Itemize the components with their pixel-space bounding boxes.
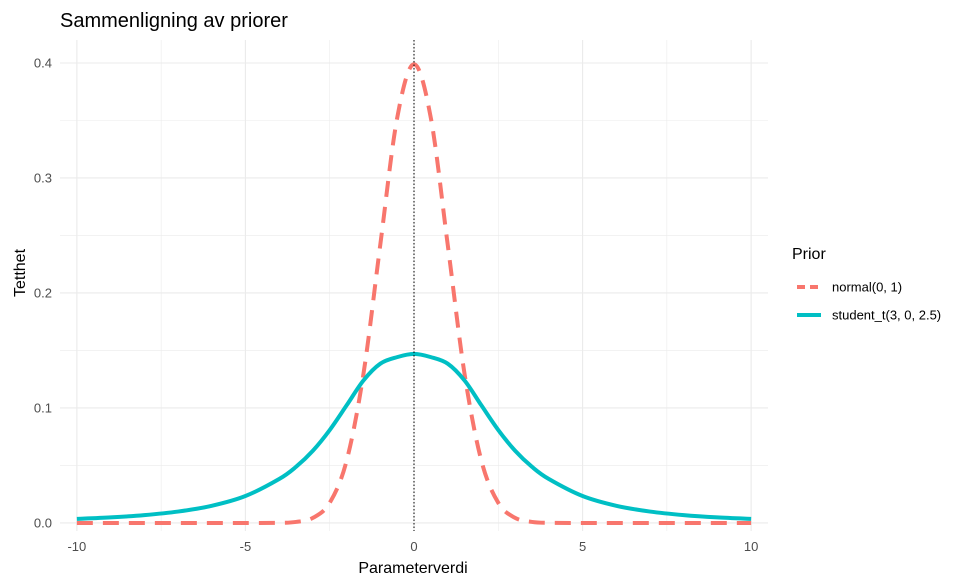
series-line-1	[76, 62, 752, 525]
x-tick-label: -5	[240, 539, 252, 554]
chart-title: Sammenligning av priorer	[60, 10, 288, 32]
x-tick-label: 0	[410, 539, 417, 554]
series-line-2	[76, 351, 752, 521]
x-tick-label: 5	[579, 539, 586, 554]
y-tick-label: 0.2	[34, 285, 52, 300]
y-axis-title: Tetthet	[12, 248, 29, 297]
legend-label-2: student_t(3, 0, 2.5)	[832, 308, 941, 323]
x-tick-label: 10	[744, 539, 758, 554]
y-tick-label: 0.1	[34, 400, 52, 415]
series-layer	[76, 40, 752, 531]
x-axis-title: Parameterverdi	[358, 560, 467, 577]
y-axis-ticks: 0.0 0.1 0.2 0.3 0.4	[34, 55, 52, 530]
legend-title: Prior	[792, 246, 826, 263]
x-axis-ticks: -10 -5 0 5 10	[67, 539, 758, 554]
x-tick-label: -10	[67, 539, 86, 554]
y-tick-label: 0.4	[34, 55, 52, 70]
y-tick-label: 0.0	[34, 515, 52, 530]
legend: Prior normal(0, 1) student_t(3, 0, 2.5)	[792, 246, 941, 323]
legend-label-1: normal(0, 1)	[832, 280, 902, 295]
y-tick-label: 0.3	[34, 170, 52, 185]
